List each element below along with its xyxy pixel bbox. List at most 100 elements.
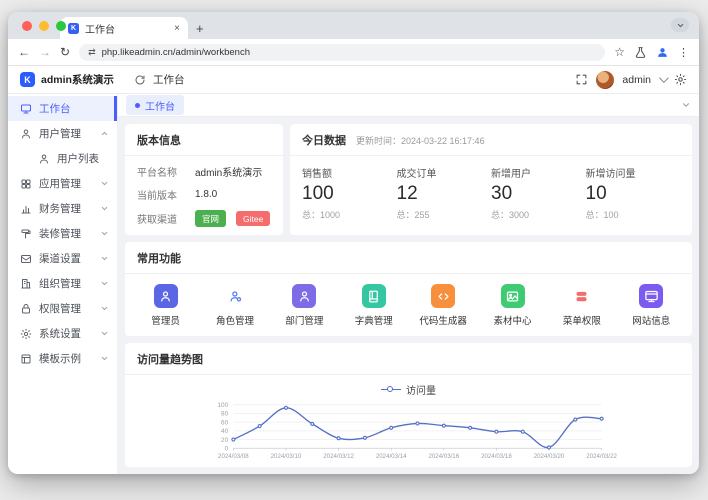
sidebar-item-org-mgmt[interactable]: 组织管理 [8,271,117,296]
user-menu-chevron-icon[interactable] [658,73,669,84]
sidebar-item-template-example[interactable]: 模板示例 [8,346,117,371]
today-data-panel: 今日数据 更新时间：2024-03-22 16:17:46 销售额 100 总：… [290,124,692,235]
sidebar-item-user-list[interactable]: 用户列表 [8,146,117,171]
refresh-icon[interactable] [134,74,146,86]
browser-tab-title: 工作台 [85,24,115,36]
app-name: admin系统演示 [41,74,114,86]
site-settings-icon[interactable]: ⇄ [88,46,96,57]
tab-workbench[interactable]: 工作台 [126,95,184,115]
sidebar-item-app-mgmt[interactable]: 应用管理 [8,171,117,196]
browser-menu-icon[interactable]: ⋮ [678,46,689,59]
role-icon [223,284,247,308]
svg-text:2024/03/14: 2024/03/14 [376,453,407,460]
svg-text:2024/03/08: 2024/03/08 [218,453,249,460]
gear-icon[interactable] [674,73,687,86]
sidebar-item-system-settings[interactable]: 系统设置 [8,321,117,346]
minimize-window-button[interactable] [39,21,49,31]
fn-menu-permission[interactable]: 菜单权限 [547,284,616,327]
svg-text:60: 60 [221,419,229,426]
tab-close-icon[interactable]: × [174,22,180,34]
sidebar-item-workbench[interactable]: 工作台 [8,96,117,121]
traffic-lights [22,21,66,31]
new-tab-button[interactable]: + [196,21,204,36]
tab-search-button[interactable] [671,18,689,32]
visit-trend-panel: 访问量趋势图 访问量 0 20 40 60 80 100 2024/03/08 2024/03… [125,343,692,467]
sidebar-item-permission-mgmt[interactable]: 权限管理 [8,296,117,321]
department-icon [292,284,317,308]
fn-code-generator[interactable]: 代码生成器 [409,284,478,327]
channel-row: 获取渠道 官网 Gitee [137,210,271,227]
chevron-up-icon [100,129,109,138]
tabs-overflow-chevron-icon[interactable] [681,100,691,110]
legend-label: 访问量 [406,386,436,397]
svg-text:40: 40 [221,428,229,435]
svg-text:20: 20 [221,437,229,444]
svg-text:0: 0 [225,446,229,453]
page-tab-bar: 工作台 [118,94,699,117]
fn-dept-mgmt[interactable]: 部门管理 [270,284,339,327]
chrome-labs-icon[interactable] [634,46,647,59]
svg-text:2024/03/16: 2024/03/16 [428,453,459,460]
forward-button[interactable]: → [39,45,51,59]
grid-icon [20,178,32,190]
update-time: 更新时间：2024-03-22 16:17:46 [356,136,485,146]
back-button[interactable]: ← [18,45,30,59]
fn-dict-mgmt[interactable]: 字典管理 [339,284,408,327]
chart-icon [20,203,32,215]
dictionary-icon [361,284,386,308]
version-panel: 版本信息 平台名称 admin系统演示 当前版本 1.8.0 [125,124,283,235]
template-icon [20,353,32,365]
admin-icon [153,284,178,308]
chart-legend[interactable]: 访问量 [125,375,692,399]
gear-icon [20,328,32,340]
gitee-button[interactable]: Gitee [236,211,271,226]
app-header: K admin系统演示 工作台 admin [8,66,699,94]
sidebar-item-decoration-mgmt[interactable]: 装修管理 [8,221,117,246]
close-window-button[interactable] [22,21,32,31]
address-bar[interactable]: ⇄ php.likeadmin.cn/admin/workbench [79,43,606,61]
sidebar-item-finance-mgmt[interactable]: 财务管理 [8,196,117,221]
header-actions: admin [575,70,699,89]
stat-new-users: 新增用户 30 总：3000 [491,169,531,220]
brush-icon [20,228,32,240]
url-text: php.likeadmin.cn/admin/workbench [101,46,250,58]
svg-text:2024/03/18: 2024/03/18 [481,453,512,460]
monitor-icon [20,103,32,115]
maximize-window-button[interactable] [56,21,66,31]
code-icon [431,284,456,308]
bookmark-star-icon[interactable]: ☆ [614,45,625,59]
sidebar: 工作台 用户管理 用户列表 应用管理 财务管 [8,94,118,474]
chevron-down-icon [100,354,109,363]
chevron-down-icon [100,229,109,238]
stat-new-visits: 新增访问量 10 总：100 [585,169,636,220]
fn-admin[interactable]: 管理员 [131,284,200,327]
fn-material-center[interactable]: 素材中心 [478,284,547,327]
fn-role-mgmt[interactable]: 角色管理 [200,284,269,327]
svg-text:100: 100 [218,402,229,409]
line-series-icon [381,385,401,394]
profile-icon[interactable] [656,46,669,59]
user-icon [20,128,32,140]
official-site-button[interactable]: 官网 [195,210,227,227]
fn-site-info[interactable]: 网站信息 [617,284,686,327]
chevron-down-icon [100,179,109,188]
image-icon [500,284,525,308]
chart-area: 0 20 40 60 80 100 2024/03/08 2024/03/10 2024/03/… [125,399,692,467]
username: admin [622,73,651,86]
menu-icon [570,284,594,308]
svg-text:2024/03/10: 2024/03/10 [271,453,302,460]
sidebar-item-channel-settings[interactable]: 渠道设置 [8,246,117,271]
reload-button[interactable]: ↻ [60,45,71,59]
chevron-down-icon [100,254,109,263]
fullscreen-icon[interactable] [575,73,588,86]
sidebar-item-user-mgmt[interactable]: 用户管理 [8,121,117,146]
avatar[interactable] [596,70,615,89]
chevron-down-icon [100,204,109,213]
svg-text:2024/03/12: 2024/03/12 [323,453,354,460]
app-logo-icon: K [20,72,35,87]
app-brand[interactable]: K admin系统演示 [8,72,118,87]
browser-tab[interactable]: K 工作台 × [60,17,188,39]
envelope-icon [20,253,32,265]
